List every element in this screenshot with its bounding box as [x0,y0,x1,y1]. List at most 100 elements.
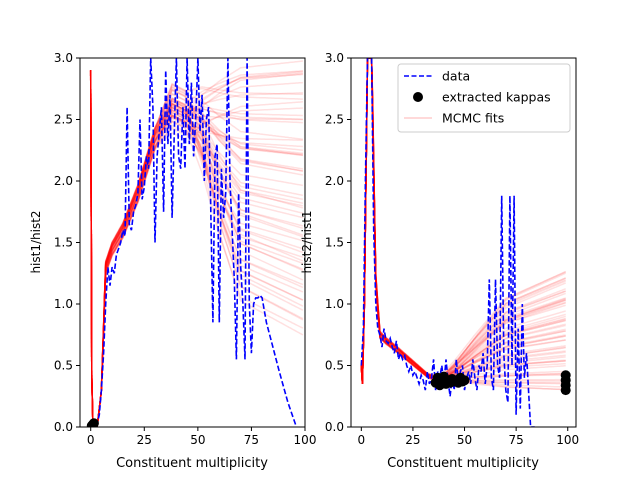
left-mcmc-fit-curve [89,70,304,427]
left-y-tick-label: 0.5 [54,359,73,373]
left-mcmc-fit-curve [89,70,304,427]
left-mcmc-fit-curve [89,70,303,427]
right-mcmc-fit-curve [360,58,566,384]
left-mcmc-fit-curve [89,70,304,427]
right-mcmc-fit-curve [360,58,566,384]
left-mcmc-fit-curve [89,70,304,427]
left-mcmc-fit-curve [89,70,304,427]
right-y-tick-label: 1.5 [325,236,344,250]
left-x-tick-label: 25 [137,433,152,447]
right-kappa-markers [430,370,571,396]
right-ticks: 0 25 50 75 100 0.0 0.5 1.0 1.5 2.0 2.5 3.0 [325,51,579,447]
left-mcmc-fit-curve [89,70,303,427]
right-x-tick-label: 25 [405,433,420,447]
right-mcmc-fit-curve [360,58,566,384]
right-y-axis-label: hist2/hist1 [300,210,314,273]
left-mcmc-fit-curve [89,70,304,427]
left-kappa-marker [88,418,99,427]
left-mcmc-fit-curve [89,70,304,427]
legend-data-label: data [442,69,470,84]
left-y-axis-label: hist1/hist2 [29,210,43,273]
left-data-series [90,58,298,427]
left-y-tick-label: 1.5 [54,236,73,250]
left-mcmc-fit-curve [89,70,304,427]
left-mcmc-fit-curve [89,70,304,427]
left-mcmc-fit-curve [89,70,303,427]
left-mcmc-fit-curve [89,70,303,427]
right-mcmc-fit-curve [360,58,566,384]
left-y-tick-label: 1.0 [54,297,73,311]
left-mcmc-fit-curve [89,70,304,427]
left-y-tick-label: 3.0 [54,51,73,65]
left-mcmc-fit-curve [89,70,304,427]
right-y-tick-label: 0.0 [325,420,344,434]
left-mcmc-fit-curve [89,70,304,427]
right-mcmc-fit-curve [360,58,566,384]
right-mcmc-fit-curve [360,58,566,384]
right-mcmc-fit-curve [360,58,566,384]
left-mcmc-fit-curve [89,70,304,427]
right-x-tick-label: 0 [358,433,366,447]
legend-mcmc-label: MCMC fits [442,111,504,126]
right-mcmc-fit-curve [360,58,566,384]
left-mcmc-fit-curve [89,70,304,427]
right-mcmc-fit-curve [360,58,566,384]
right-plot: 0 25 50 75 100 0.0 0.5 1.0 1.5 2.0 2.5 3.0 Constitu… [300,51,579,471]
left-mcmc-fit-curve [89,70,304,427]
left-mcmc-fit-curve [89,70,303,427]
left-kappa-markers [86,418,99,427]
right-mcmc-fit-curve [360,58,566,384]
left-x-axis-label: Constituent multiplicity [116,456,268,471]
left-mcmc-fit-curve [89,70,304,427]
left-mcmc-fit-curve [89,70,303,427]
left-data-line [90,58,298,427]
right-mcmc-fit-curve [360,58,566,384]
right-y-tick-label: 3.0 [325,51,344,65]
legend: data extracted kappas MCMC fits [397,63,571,133]
left-y-tick-label: 2.0 [54,174,73,188]
right-kappa-marker [459,375,470,386]
right-mcmc-fit-curve [360,58,566,384]
left-x-tick-label: 100 [294,433,317,447]
left-mcmc-fit-curve [89,70,303,427]
right-x-tick-label: 100 [556,433,579,447]
right-y-tick-label: 2.0 [325,174,344,188]
left-mcmc-fit-curve [89,70,304,427]
right-y-tick-label: 1.0 [325,297,344,311]
legend-kappa-label: extracted kappas [442,90,551,105]
left-mcmc-fit-curve [89,70,304,427]
left-mcmc-fit-curve [89,70,303,427]
left-y-tick-label: 2.5 [54,113,73,127]
right-y-tick-label: 0.5 [325,359,344,373]
left-mcmc-fit-curves [89,60,304,427]
left-mcmc-fit-curve [89,70,304,427]
left-mcmc-fit-curve [89,70,304,427]
left-x-tick-label: 75 [244,433,259,447]
left-mcmc-fit-curve [89,70,303,427]
right-data-line [360,58,535,427]
left-mcmc-fit-curve [89,70,304,427]
left-x-tick-label: 0 [87,433,95,447]
left-plot: 0 25 50 75 100 0.0 0.5 1.0 1.5 2.0 2.5 3.0 Constitu… [29,51,316,471]
left-mcmc-fit-curve [89,70,304,427]
right-y-tick-label: 2.5 [325,113,344,127]
legend-kappa-swatch [413,92,423,102]
left-mcmc-fit-curve [89,70,303,427]
left-mcmc-fit-curve [89,70,304,427]
left-y-tick-label: 0.0 [54,420,73,434]
right-mcmc-fit-curve [360,58,566,384]
right-mcmc-fit-curve [360,58,566,384]
left-mcmc-fit-curve [89,70,304,427]
left-mcmc-fit-curve [89,70,304,427]
left-mcmc-fit-curve [89,70,303,427]
right-data-series [360,58,535,427]
legend-box [397,63,571,133]
right-mcmc-fit-curve [360,58,566,384]
right-mcmc-fit-curve [360,58,567,384]
right-x-axis-label: Constituent multiplicity [387,456,539,471]
left-mcmc-fit-curve [89,70,304,427]
left-mcmc-fit-curve [89,70,304,427]
left-mcmc-fit-curve [89,70,304,427]
